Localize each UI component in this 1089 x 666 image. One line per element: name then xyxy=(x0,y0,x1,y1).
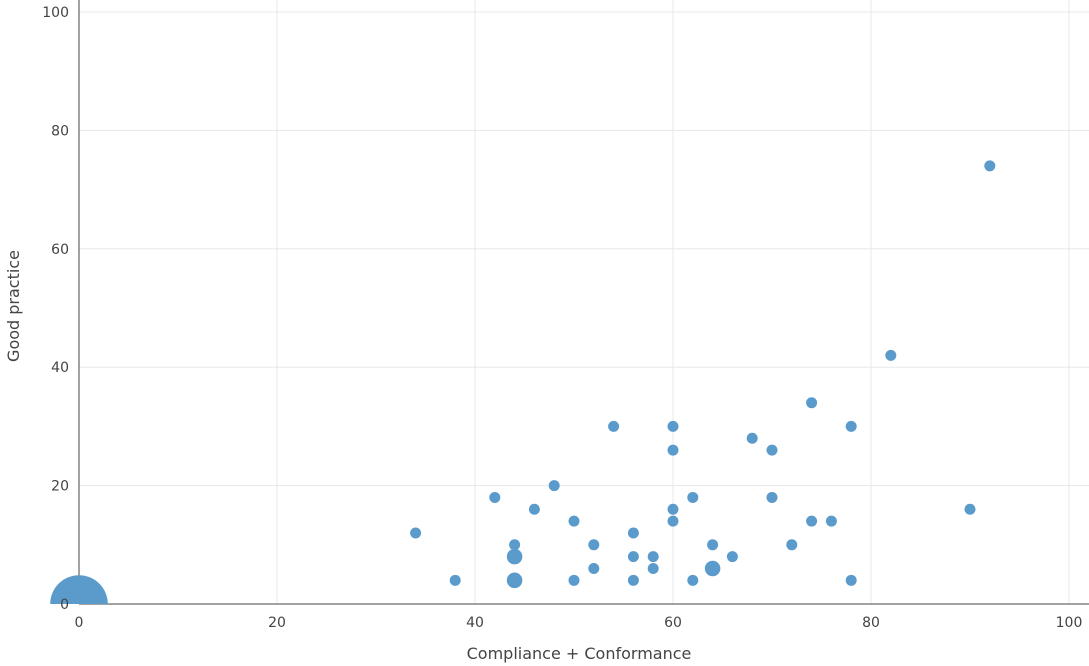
y-tick-label: 80 xyxy=(51,123,69,139)
scatter-point[interactable] xyxy=(687,574,699,586)
y-tick-label: 20 xyxy=(51,479,69,495)
data-points xyxy=(50,160,996,633)
x-tick-label: 60 xyxy=(664,615,682,631)
scatter-point[interactable] xyxy=(449,574,461,586)
scatter-point[interactable] xyxy=(845,574,857,586)
scatter-point[interactable] xyxy=(667,420,679,432)
scatter-point[interactable] xyxy=(506,572,523,589)
scatter-point[interactable] xyxy=(964,503,976,515)
scatter-point[interactable] xyxy=(588,562,600,574)
scatter-point[interactable] xyxy=(704,560,721,577)
scatter-point[interactable] xyxy=(627,527,639,539)
scatter-point[interactable] xyxy=(667,503,679,515)
scatter-point[interactable] xyxy=(726,551,738,563)
axes xyxy=(78,0,1089,605)
x-tick-label: 0 xyxy=(75,615,84,631)
scatter-point[interactable] xyxy=(568,515,580,527)
scatter-point[interactable] xyxy=(885,349,897,361)
scatter-point[interactable] xyxy=(568,574,580,586)
scatter-point[interactable] xyxy=(627,574,639,586)
scatter-point[interactable] xyxy=(588,539,600,551)
scatter-point[interactable] xyxy=(410,527,422,539)
x-tick-label: 80 xyxy=(862,615,880,631)
x-tick-label: 20 xyxy=(268,615,286,631)
scatter-point[interactable] xyxy=(806,397,818,409)
scatter-point[interactable] xyxy=(489,491,501,503)
scatter-point[interactable] xyxy=(647,551,659,563)
y-tick-label: 100 xyxy=(42,5,69,21)
scatter-point[interactable] xyxy=(786,539,798,551)
x-tick-label: 40 xyxy=(466,615,484,631)
gridlines xyxy=(79,0,1089,604)
scatter-point[interactable] xyxy=(528,503,540,515)
scatter-point[interactable] xyxy=(984,160,996,172)
scatter-point[interactable] xyxy=(627,551,639,563)
y-tick-label: 0 xyxy=(60,597,69,613)
scatter-point[interactable] xyxy=(667,444,679,456)
y-tick-label: 40 xyxy=(51,360,69,376)
tick-labels: 0 20 40 60 80 100 0 20 40 60 80 100 xyxy=(42,5,1082,631)
scatter-point[interactable] xyxy=(50,575,108,633)
scatter-point[interactable] xyxy=(548,480,560,492)
scatter-point[interactable] xyxy=(707,539,719,551)
scatter-point[interactable] xyxy=(509,539,521,551)
scatter-point[interactable] xyxy=(506,548,523,565)
scatter-point[interactable] xyxy=(806,515,818,527)
scatter-point[interactable] xyxy=(845,420,857,432)
scatter-point[interactable] xyxy=(766,444,778,456)
x-tick-label: 100 xyxy=(1056,615,1083,631)
scatter-point[interactable] xyxy=(608,420,620,432)
x-axis-title: Compliance + Conformance xyxy=(467,644,692,663)
scatter-point[interactable] xyxy=(667,515,679,527)
scatter-point[interactable] xyxy=(825,515,837,527)
y-tick-label: 60 xyxy=(51,242,69,258)
scatter-point[interactable] xyxy=(687,491,699,503)
scatter-point[interactable] xyxy=(766,491,778,503)
scatter-point[interactable] xyxy=(647,562,659,574)
scatter-point[interactable] xyxy=(746,432,758,444)
y-axis-title: Good practice xyxy=(4,250,23,362)
